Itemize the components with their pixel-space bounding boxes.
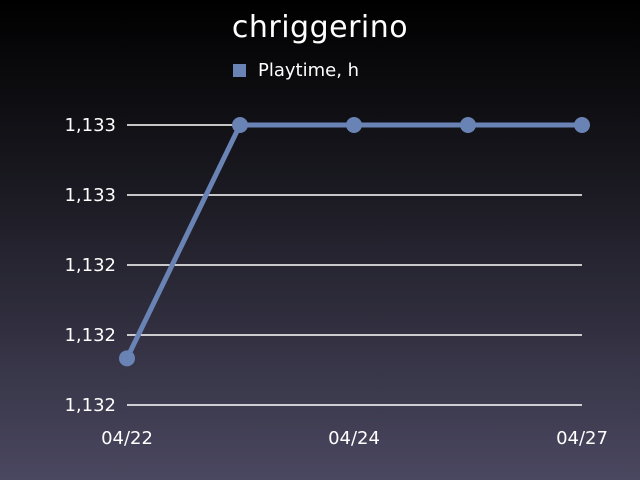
x-tick-label: 04/24 — [328, 428, 380, 449]
legend: Playtime, h — [233, 60, 359, 81]
data-point — [232, 117, 248, 133]
series-line — [124, 122, 585, 361]
x-tick-label: 04/22 — [101, 428, 153, 449]
data-point — [574, 117, 590, 133]
y-tick-label: 1,133 — [64, 115, 116, 136]
y-tick-label: 1,132 — [64, 325, 116, 346]
legend-swatch — [233, 64, 246, 77]
legend-label: Playtime, h — [258, 60, 360, 81]
y-tick-label: 1,132 — [64, 255, 116, 276]
data-point — [119, 350, 135, 367]
y-tick-label: 1,132 — [64, 395, 116, 416]
chart-title: chriggerino — [231, 10, 409, 45]
y-tick-label: 1,133 — [64, 185, 116, 206]
data-point — [460, 117, 476, 133]
x-tick-label: 04/27 — [556, 428, 608, 449]
data-point — [346, 117, 362, 133]
